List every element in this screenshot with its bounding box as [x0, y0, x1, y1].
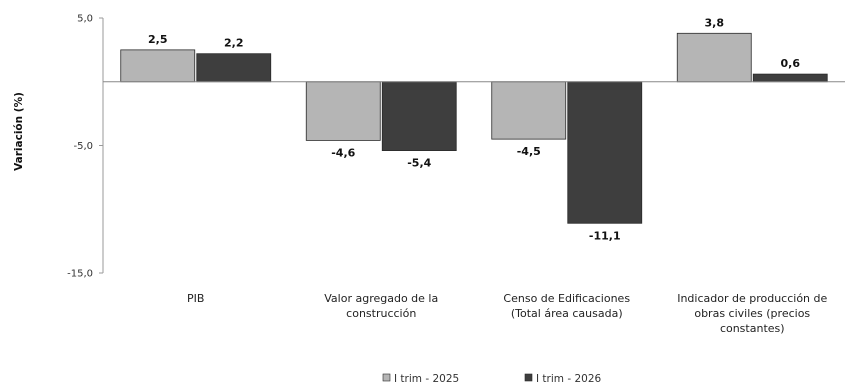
data-label-s0-c2: -4,5 — [517, 145, 541, 158]
bar-s0-c3 — [676, 32, 752, 83]
legend-swatch-1 — [524, 373, 533, 382]
category-label-c3-l2: constantes) — [720, 322, 785, 335]
data-label-s0-c3: 3,8 — [705, 16, 725, 29]
data-label-s1-c0: 2,2 — [224, 37, 244, 50]
y-tick-label: -15,0 — [67, 269, 93, 280]
bar-s1-c2 — [567, 81, 643, 224]
bar-s0-c2 — [491, 81, 567, 140]
data-label-s1-c3: 0,6 — [781, 57, 801, 70]
y-tick-label: -5,0 — [73, 141, 93, 152]
data-labels: 2,5 2,2 -4,6 -5,4 -4,5 -11,1 3,8 0,6 — [148, 16, 800, 242]
data-label-s1-c2: -11,1 — [589, 229, 621, 242]
bar-s1-c3 — [752, 73, 828, 83]
data-label-s1-c1: -5,4 — [407, 157, 431, 170]
bar-s0-c0 — [120, 49, 196, 83]
data-label-s0-c0: 2,5 — [148, 33, 168, 46]
bars-layer — [120, 32, 828, 224]
data-label-s0-c1: -4,6 — [331, 146, 355, 159]
y-axis: 5,0 -5,0 -15,0 Variación (%) — [13, 14, 104, 280]
bar-s1-c0 — [196, 53, 272, 83]
bar-s1-c1 — [381, 81, 457, 151]
category-label-c1-l0: Valor agregado de la — [324, 292, 438, 305]
category-label-c0-l0: PIB — [187, 292, 204, 305]
category-label-c2-l0: Censo de Edificaciones — [503, 292, 630, 305]
legend-label-1: I trim - 2026 — [536, 373, 602, 385]
category-label-c3-l0: Indicador de producción de — [677, 292, 827, 305]
bar-s0-c1 — [305, 81, 381, 141]
legend-label-0: I trim - 2025 — [394, 373, 459, 385]
y-axis-title: Variación (%) — [13, 92, 25, 171]
category-label-c1-l1: construcción — [346, 307, 416, 320]
category-label-c3-l1: obras civiles (precios — [694, 307, 810, 320]
legend-swatch-0 — [382, 373, 391, 382]
category-labels: PIB Valor agregado de la construcción Censo… — [187, 292, 827, 335]
category-label-c2-l1: (Total área causada) — [511, 307, 623, 320]
legend: I trim - 2025 I trim - 2026 — [382, 373, 602, 385]
y-tick-label: 5,0 — [77, 14, 93, 25]
